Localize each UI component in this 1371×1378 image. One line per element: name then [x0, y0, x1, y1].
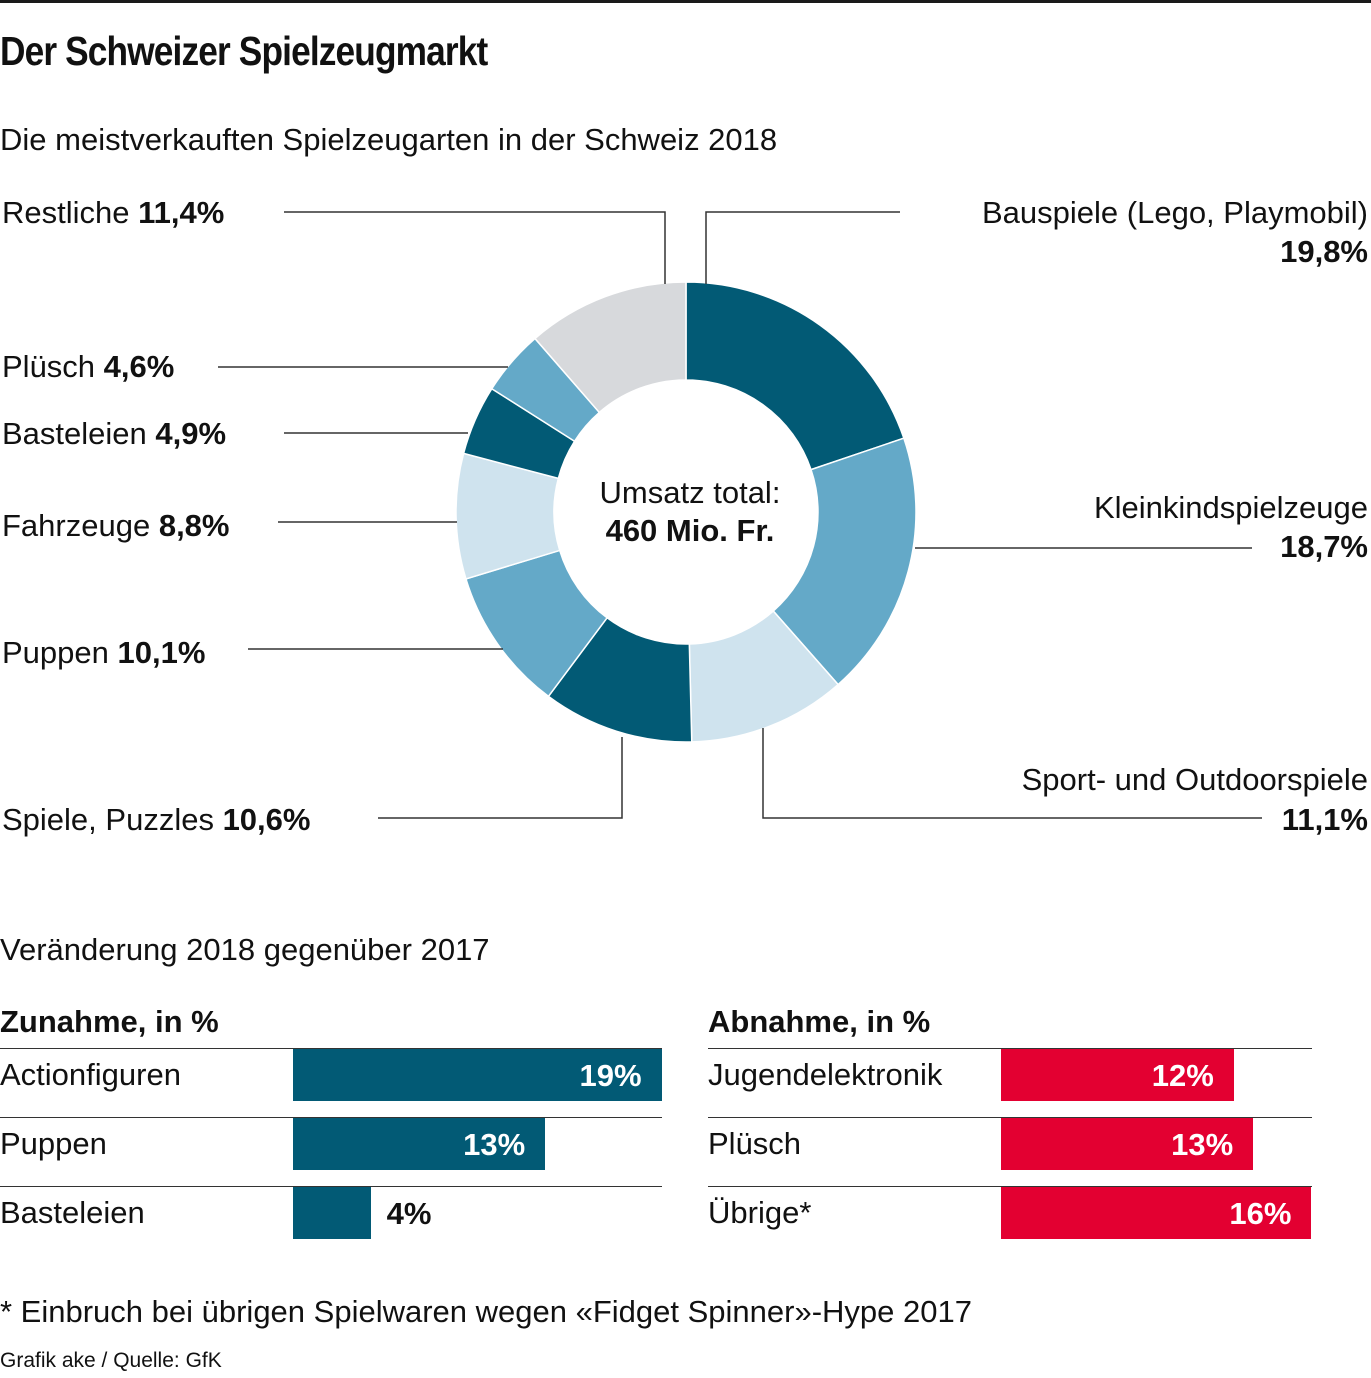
increase-bar: [293, 1118, 546, 1170]
donut-center-value: 460 Mio. Fr.: [606, 513, 775, 548]
increase-value-label: 4%: [386, 1196, 432, 1231]
decrease-category-label: Übrige*: [708, 1195, 812, 1230]
slice-label-name-3: Spiele, Puzzles: [2, 802, 223, 837]
donut-slice-0: [685, 281, 905, 471]
slice-label-name-2: Sport- und Outdoorspiele: [1022, 762, 1368, 797]
increase-bar: [293, 1049, 662, 1101]
change-section-title: Veränderung 2018 gegenüber 2017: [0, 932, 490, 967]
leader-line-3: [378, 737, 623, 819]
footnote: * Einbruch bei übrigen Spielwaren wegen …: [0, 1294, 972, 1329]
donut-slice-8: [533, 281, 687, 414]
increase-row: Puppen 13%: [0, 1117, 662, 1186]
slice-label-value-4: 10,1%: [118, 635, 206, 670]
decrease-row: Jugendelektronik 12%: [708, 1048, 1312, 1117]
slice-label-value-8: 11,4%: [138, 195, 224, 230]
decrease-value-label: 12%: [1151, 1058, 1214, 1093]
slice-label-name-5: Fahrzeuge: [2, 508, 159, 543]
slice-label-name-6: Basteleien: [2, 416, 155, 451]
donut-center-label: Umsatz total:: [600, 475, 781, 510]
slice-label-name-0: Bauspiele (Lego, Playmobil): [982, 195, 1368, 230]
increase-value-label: 13%: [463, 1127, 526, 1162]
leader-line-2: [762, 728, 1262, 819]
slice-label-7: Plüsch 4,6%: [2, 349, 174, 384]
increase-row: Basteleien 4%: [0, 1186, 662, 1255]
slice-label-name-7: Plüsch: [2, 349, 104, 384]
slice-label-name-4: Puppen: [2, 635, 118, 670]
decrease-bar: [1001, 1187, 1312, 1239]
slice-label-value-6: 4,9%: [155, 416, 226, 451]
slice-label-3: Spiele, Puzzles 10,6%: [2, 802, 310, 837]
decrease-row: Übrige* 16%: [708, 1186, 1312, 1255]
slice-label-4: Puppen 10,1%: [2, 635, 205, 670]
increase-category-label: Basteleien: [0, 1195, 145, 1230]
decrease-category-label: Plüsch: [708, 1126, 802, 1161]
slice-label-name-8: Restliche: [2, 195, 138, 230]
increase-title: Zunahme, in %: [0, 1004, 219, 1039]
leader-line-0: [705, 211, 900, 284]
decrease-category-label: Jugendelektronik: [708, 1057, 943, 1092]
donut-slice-1: [772, 437, 917, 686]
increase-category-label: Puppen: [0, 1126, 107, 1161]
slice-label-value-3: 10,6%: [223, 802, 311, 837]
slice-label-value-5: 8,8%: [159, 508, 230, 543]
source-credit: Grafik ake / Quelle: GfK: [0, 1349, 222, 1372]
increase-bar: [293, 1187, 371, 1239]
slice-label-5: Fahrzeuge 8,8%: [2, 508, 230, 543]
decrease-panel: Abnahme, in % Jugendelektronik 12% Plüsch 1…: [708, 1000, 1312, 1255]
slice-label-8: Restliche 11,4%: [2, 195, 224, 230]
decrease-row: Plüsch 13%: [708, 1117, 1312, 1186]
increase-value-label: 19%: [579, 1058, 642, 1093]
donut-chart: Bauspiele (Lego, Playmobil) 19,8% Kleinkin…: [2, 195, 1368, 837]
chart-title: Der Schweizer Spielzeugmarkt: [0, 28, 488, 74]
increase-row: Actionfiguren 19%: [0, 1048, 662, 1117]
slice-label-value-7: 4,6%: [104, 349, 175, 384]
chart-subtitle: Die meistverkauften Spielzeugarten in de…: [0, 122, 778, 157]
slice-label-value-2: 11,1%: [1282, 802, 1368, 837]
decrease-bar: [1001, 1049, 1234, 1101]
decrease-title: Abnahme, in %: [708, 1004, 931, 1039]
increase-category-label: Actionfiguren: [0, 1057, 181, 1092]
decrease-value-label: 16%: [1229, 1196, 1292, 1231]
decrease-value-label: 13%: [1171, 1127, 1234, 1162]
slice-label-name-1: Kleinkindspielzeuge: [1094, 490, 1368, 525]
increase-panel: Zunahme, in % Actionfiguren 19% Puppen 13% B…: [0, 1000, 662, 1255]
slice-label-value-1: 18,7%: [1280, 529, 1368, 564]
leader-line-8: [284, 211, 666, 284]
top-rule: [0, 0, 1371, 3]
slice-label-6: Basteleien 4,9%: [2, 416, 226, 451]
decrease-bar: [1001, 1118, 1254, 1170]
slice-label-value-0: 19,8%: [1280, 234, 1368, 269]
